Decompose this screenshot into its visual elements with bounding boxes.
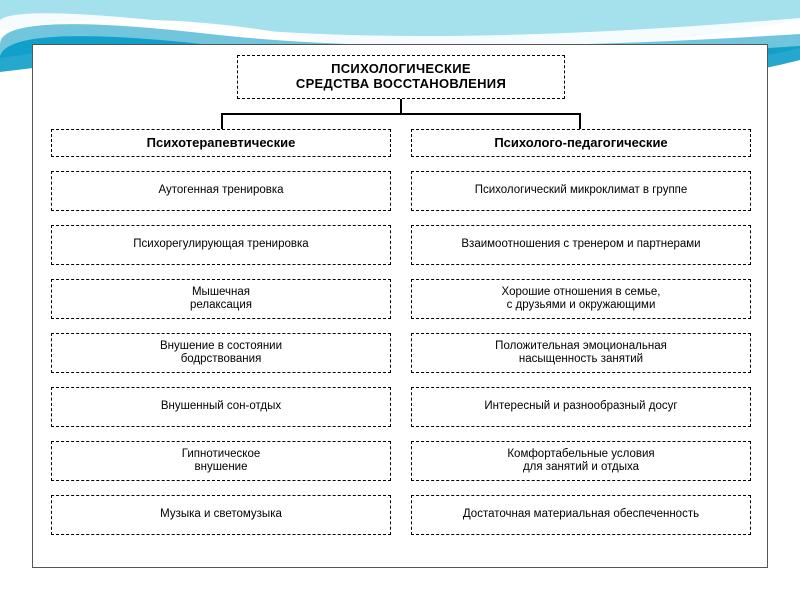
connector-title-down	[400, 99, 402, 113]
category-header-right-text: Психолого-педагогические	[494, 136, 667, 151]
right-item-2-text: Хорошие отношения в семье,с друзьями и о…	[502, 286, 661, 312]
category-header-left-text: Психотерапевтические	[147, 136, 296, 151]
left-item-1: Психорегулирующая тренировка	[51, 225, 391, 265]
right-item-6: Достаточная материальная обеспеченность	[411, 495, 751, 535]
right-item-5: Комфортабельные условиядля занятий и отд…	[411, 441, 751, 481]
left-item-6: Музыка и светомузыка	[51, 495, 391, 535]
category-header-left: Психотерапевтические	[51, 129, 391, 157]
right-item-1-text: Взаимоотношения с тренером и партнерами	[461, 238, 700, 251]
right-item-3-text: Положительная эмоциональнаянасыщенность …	[495, 340, 667, 366]
right-item-4: Интересный и разнообразный досуг	[411, 387, 751, 427]
connector-right-down	[579, 113, 581, 129]
right-item-1: Взаимоотношения с тренером и партнерами	[411, 225, 751, 265]
left-item-2: Мышечнаярелаксация	[51, 279, 391, 319]
right-item-4-text: Интересный и разнообразный досуг	[484, 400, 677, 413]
left-item-0-text: Аутогенная тренировка	[158, 184, 283, 197]
slide-frame: ПСИХОЛОГИЧЕСКИЕСРЕДСТВА ВОССТАНОВЛЕНИЯ П…	[32, 44, 768, 568]
left-item-4: Внушенный сон-отдых	[51, 387, 391, 427]
left-item-0: Аутогенная тренировка	[51, 171, 391, 211]
left-item-3: Внушение в состояниибодрствования	[51, 333, 391, 373]
left-item-5-text: Гипнотическоевнушение	[182, 448, 261, 474]
connector-left-down	[221, 113, 223, 129]
left-item-5: Гипнотическоевнушение	[51, 441, 391, 481]
right-item-0: Психологический микроклимат в группе	[411, 171, 751, 211]
right-item-2: Хорошие отношения в семье,с друзьями и о…	[411, 279, 751, 319]
diagram-title: ПСИХОЛОГИЧЕСКИЕСРЕДСТВА ВОССТАНОВЛЕНИЯ	[237, 55, 565, 99]
right-item-6-text: Достаточная материальная обеспеченность	[463, 508, 699, 521]
left-item-2-text: Мышечнаярелаксация	[190, 286, 252, 312]
category-header-right: Психолого-педагогические	[411, 129, 751, 157]
right-item-5-text: Комфортабельные условиядля занятий и отд…	[507, 448, 654, 474]
left-item-4-text: Внушенный сон-отдых	[161, 400, 281, 413]
right-item-0-text: Психологический микроклимат в группе	[475, 184, 688, 197]
left-item-3-text: Внушение в состояниибодрствования	[160, 340, 282, 366]
left-item-6-text: Музыка и светомузыка	[160, 508, 282, 521]
diagram-root: ПСИХОЛОГИЧЕСКИЕСРЕДСТВА ВОССТАНОВЛЕНИЯ П…	[33, 45, 767, 567]
left-item-1-text: Психорегулирующая тренировка	[133, 238, 308, 251]
right-item-3: Положительная эмоциональнаянасыщенность …	[411, 333, 751, 373]
diagram-title-text: ПСИХОЛОГИЧЕСКИЕСРЕДСТВА ВОССТАНОВЛЕНИЯ	[296, 62, 506, 92]
connector-horizontal	[221, 113, 581, 115]
